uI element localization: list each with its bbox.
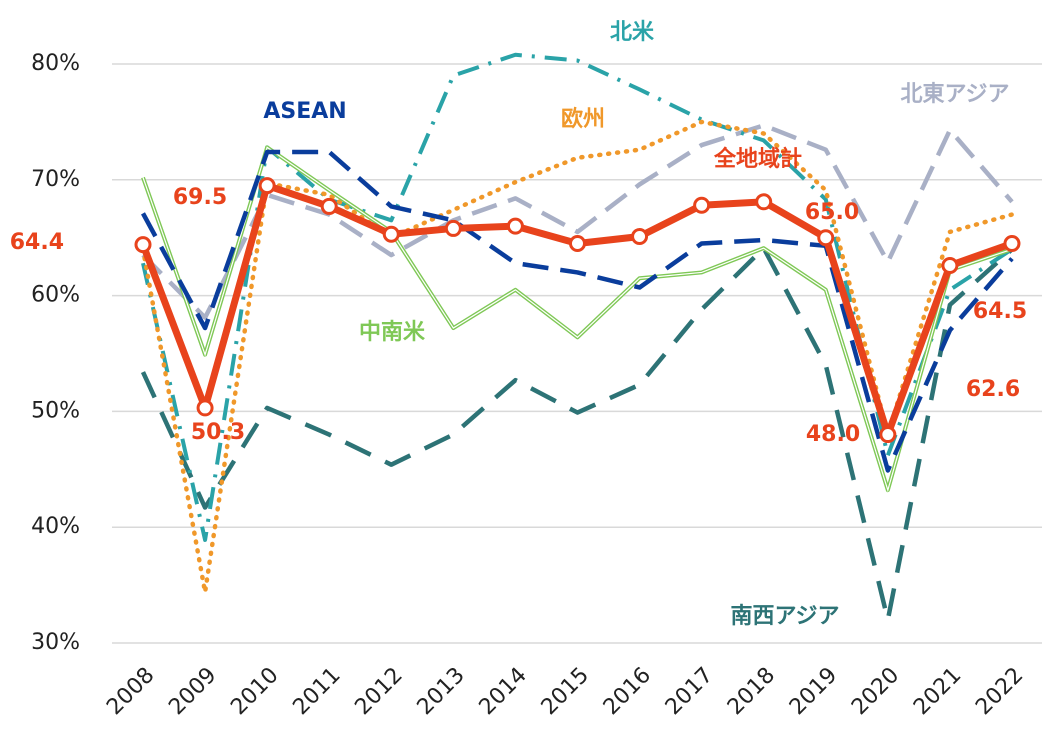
data-label: 64.4 [10, 230, 64, 255]
series-label: 南西アジア [730, 604, 839, 629]
series-line [141, 149, 1014, 473]
data-label: 65.0 [805, 200, 859, 225]
series-line [140, 245, 1014, 623]
x-tick-label: 2018 [723, 663, 780, 720]
series-line [139, 182, 1014, 439]
point-marker [941, 256, 959, 274]
y-tick-label: 80% [31, 51, 80, 76]
x-tick-label: 2012 [350, 663, 407, 720]
x-tick-label: 2017 [661, 663, 718, 720]
data-label: 64.5 [973, 299, 1027, 324]
x-tick-label: 2021 [909, 663, 966, 720]
point-marker [320, 197, 338, 215]
point-marker [196, 399, 214, 417]
x-tick-label: 2020 [847, 663, 904, 720]
point-marker [568, 234, 586, 252]
point-marker [817, 229, 835, 247]
series-label: 北米 [610, 20, 655, 45]
point-marker [258, 177, 276, 195]
y-tick-label: 70% [31, 167, 80, 192]
series-label: ASEAN [263, 99, 346, 124]
point-marker [693, 196, 711, 214]
series-line-inner [142, 146, 1013, 493]
series-label: 欧州 [561, 106, 605, 132]
x-tick-label: 2013 [413, 663, 470, 720]
x-tick-label: 2014 [475, 663, 532, 720]
x-tick-label: 2009 [164, 663, 221, 720]
series-label: 全地域計 [713, 146, 802, 172]
x-tick-label: 2011 [288, 663, 345, 720]
point-marker [134, 236, 152, 254]
point-marker [631, 228, 649, 246]
series-label: 北東アジア [900, 82, 1009, 107]
point-marker [506, 217, 524, 235]
x-tick-label: 2008 [102, 663, 159, 720]
y-tick-label: 30% [31, 630, 80, 655]
series-label: 中南米 [359, 320, 426, 345]
data-label: 69.5 [173, 185, 227, 210]
point-marker [1003, 234, 1021, 252]
y-tick-label: 60% [31, 283, 80, 308]
x-tick-label: 2016 [599, 663, 656, 720]
x-tick-label: 2010 [226, 663, 283, 720]
data-label: 48.0 [806, 422, 860, 447]
x-tick-label: 2022 [971, 663, 1028, 720]
point-marker [444, 219, 462, 237]
x-tick-label: 2019 [785, 663, 842, 720]
point-marker [382, 225, 400, 243]
point-marker [879, 426, 897, 444]
point-marker [755, 193, 773, 211]
series-line [141, 123, 1014, 320]
data-label: 50.3 [191, 420, 245, 445]
data-label: 62.6 [966, 377, 1020, 402]
series-line [140, 119, 1015, 595]
y-tick-label: 50% [31, 398, 80, 423]
x-tick-label: 2015 [537, 663, 594, 720]
y-tick-label: 40% [31, 514, 80, 539]
